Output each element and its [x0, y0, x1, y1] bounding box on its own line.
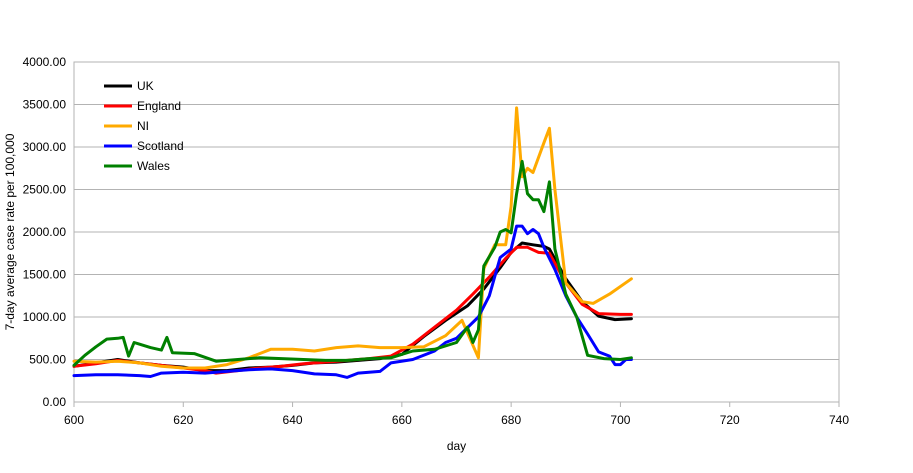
- legend-label-scotland: Scotland: [137, 139, 184, 153]
- gridlines: [73, 61, 840, 407]
- legend: UK England NI Scotland Wales: [104, 79, 184, 173]
- y-tick-label: 500.00: [29, 353, 66, 367]
- x-tick-label: 660: [392, 413, 412, 427]
- x-tick-label: 700: [610, 413, 630, 427]
- y-axis-tick-labels: 0.00 500.00 1000.00 1500.00 2000.00 2500.00 30…: [23, 55, 67, 409]
- x-axis-label: day: [447, 439, 466, 453]
- series-line-uk: [72, 241, 633, 373]
- legend-label-wales: Wales: [137, 159, 170, 173]
- x-tick-label: 640: [283, 413, 303, 427]
- y-tick-label: 1500.00: [23, 268, 67, 282]
- y-tick-label: 3500.00: [23, 98, 67, 112]
- y-tick-label: 1000.00: [23, 310, 67, 324]
- x-tick-label: 680: [501, 413, 521, 427]
- x-tick-label: 620: [173, 413, 193, 427]
- y-tick-label: 2500.00: [23, 183, 67, 197]
- y-tick-label: 2000.00: [23, 225, 67, 239]
- x-tick-label: 740: [829, 413, 849, 427]
- y-tick-label: 4000.00: [23, 55, 67, 69]
- y-tick-label: 3000.00: [23, 140, 67, 154]
- series-lines: [72, 106, 633, 379]
- x-axis-tick-labels: 600 620 640 660 680 700 720 740: [64, 413, 849, 427]
- legend-label-uk: UK: [137, 79, 154, 93]
- y-axis-label: 7-day average case rate per 100,000: [3, 133, 17, 330]
- x-tick-label: 600: [64, 413, 84, 427]
- y-tick-label: 0.00: [43, 395, 67, 409]
- series-line-ni: [72, 106, 633, 370]
- plot-area: [73, 61, 840, 403]
- series-line-england: [72, 245, 633, 375]
- legend-label-england: England: [137, 99, 181, 113]
- series-line-wales: [72, 159, 633, 367]
- legend-label-ni: NI: [137, 119, 149, 133]
- x-tick-label: 720: [720, 413, 740, 427]
